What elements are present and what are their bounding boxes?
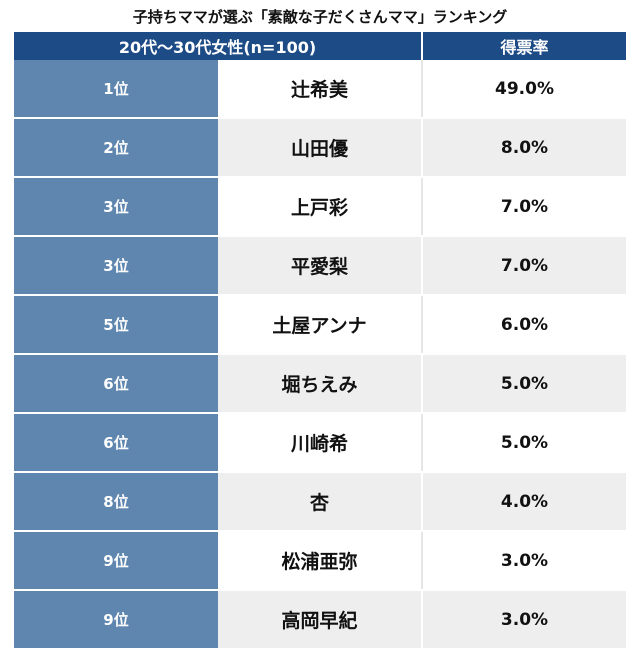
rank-cell: 6位 (14, 413, 218, 473)
chart-title: 子持ちママが選ぶ「素敵な子だくさんママ」ランキング (132, 8, 508, 26)
rank-cell: 6位 (14, 354, 218, 414)
table-header-row: 20代〜30代女性(n=100) 得票率 (14, 32, 626, 60)
rank-cell: 9位 (14, 531, 218, 591)
rank-cell: 3位 (14, 236, 218, 296)
percent-cell: 3.0% (422, 531, 626, 591)
percent-cell: 4.0% (422, 472, 626, 532)
name-cell: 高岡早紀 (218, 590, 423, 650)
table-row: 6位 川崎希 5.0% (14, 413, 626, 473)
name-cell: 上戸彩 (218, 177, 423, 237)
name-cell: 川崎希 (218, 413, 423, 473)
name-cell: 平愛梨 (218, 236, 423, 296)
rank-cell: 9位 (14, 590, 218, 650)
table-body: 1位 辻希美 49.0% 2位 山田優 8.0% 3位 上戸彩 7.0% 3位 平愛梨 7.0% 5位土… (14, 60, 626, 650)
name-cell: 杏 (218, 472, 423, 532)
table-row: 3位 上戸彩 7.0% (14, 177, 626, 237)
table-row: 2位 山田優 8.0% (14, 118, 626, 178)
name-cell: 山田優 (218, 118, 423, 178)
percent-cell: 6.0% (422, 295, 626, 355)
name-cell: 土屋アンナ (218, 295, 423, 355)
rank-cell: 8位 (14, 472, 218, 532)
name-cell: 松浦亜弥 (218, 531, 423, 591)
percent-cell: 8.0% (422, 118, 626, 178)
name-cell: 辻希美 (218, 60, 423, 119)
table-row: 8位杏 4.0% (14, 472, 626, 532)
table-row: 1位 辻希美 49.0% (14, 60, 626, 119)
name-cell: 堀ちえみ (218, 354, 423, 414)
percent-cell: 5.0% (422, 354, 626, 414)
header-group: 20代〜30代女性(n=100) (14, 32, 423, 60)
percent-cell: 7.0% (422, 177, 626, 237)
table-row: 3位 平愛梨 7.0% (14, 236, 626, 296)
percent-cell: 3.0% (422, 590, 626, 650)
rank-cell: 5位 (14, 295, 218, 355)
ranking-table: 20代〜30代女性(n=100) 得票率 1位 辻希美 49.0% 2位 山田優 8.0%… (14, 32, 626, 650)
rank-cell: 3位 (14, 177, 218, 237)
table-row: 5位 土屋アンナ 6.0% (14, 295, 626, 355)
table-row: 6位 堀ちえみ 5.0% (14, 354, 626, 414)
rank-cell: 2位 (14, 118, 218, 178)
header-rate: 得票率 (422, 32, 626, 60)
table-row: 9位 松浦亜弥 3.0% (14, 531, 626, 591)
percent-cell: 7.0% (422, 236, 626, 296)
rank-cell: 1位 (14, 60, 218, 119)
table-row: 9位 高岡早紀 3.0% (14, 590, 626, 650)
percent-cell: 49.0% (422, 60, 626, 119)
percent-cell: 5.0% (422, 413, 626, 473)
